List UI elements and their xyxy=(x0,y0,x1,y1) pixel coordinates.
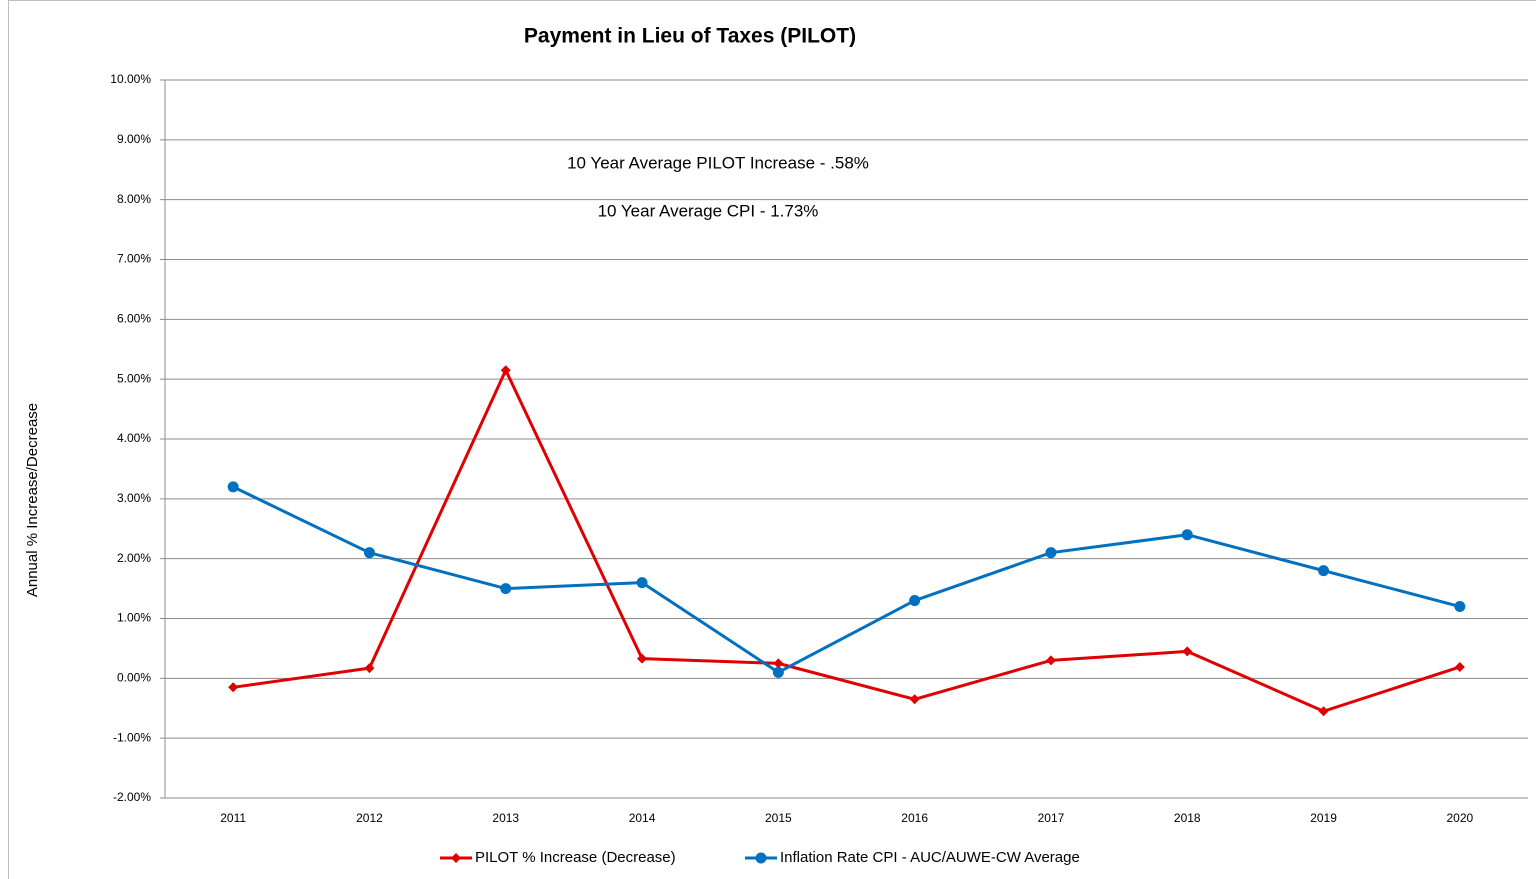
chart-title: Payment in Lieu of Taxes (PILOT) xyxy=(524,25,856,48)
marker xyxy=(909,694,920,705)
marker xyxy=(773,658,784,669)
chart-border xyxy=(8,0,1536,879)
y-tick-label: -1.00% xyxy=(113,730,151,744)
y-tick-label: 7.00% xyxy=(117,252,151,266)
y-tick-label: -2.00% xyxy=(113,790,151,804)
y-tick-label: 6.00% xyxy=(117,312,151,326)
marker xyxy=(364,663,375,674)
series-line xyxy=(232,368,1461,713)
y-tick-label: 4.00% xyxy=(117,431,151,445)
marker xyxy=(1454,601,1466,613)
marker xyxy=(636,577,648,589)
legend-label: PILOT % Increase (Decrease) xyxy=(475,849,676,866)
marker xyxy=(500,365,511,376)
y-tick-label: 3.00% xyxy=(117,491,151,505)
marker xyxy=(909,595,921,607)
annotation: 10 Year Average PILOT Increase - .58% xyxy=(567,153,869,172)
x-tick-label: 2015 xyxy=(765,811,792,825)
x-tick-label: 2014 xyxy=(629,811,656,825)
x-tick-label: 2016 xyxy=(901,811,928,825)
y-tick-label: 9.00% xyxy=(117,132,151,146)
marker xyxy=(637,653,648,664)
marker xyxy=(1045,547,1057,559)
x-tick-label: 2019 xyxy=(1310,811,1337,825)
marker xyxy=(227,481,239,493)
x-tick-label: 2012 xyxy=(356,811,383,825)
annotation: 10 Year Average CPI - 1.73% xyxy=(598,201,819,220)
x-tick-label: 2011 xyxy=(220,811,246,825)
series-line xyxy=(232,485,1461,674)
y-tick-label: 10.00% xyxy=(110,72,151,86)
marker xyxy=(1318,565,1330,577)
y-tick-label: 8.00% xyxy=(117,192,151,206)
legend-marker xyxy=(755,852,767,864)
marker xyxy=(1318,706,1329,717)
y-tick-label: 1.00% xyxy=(117,611,151,625)
x-tick-label: 2017 xyxy=(1038,811,1065,825)
y-tick-label: 2.00% xyxy=(117,551,151,565)
marker xyxy=(1454,661,1465,672)
marker xyxy=(772,666,784,678)
y-tick-label: 5.00% xyxy=(117,371,151,385)
marker xyxy=(500,583,512,595)
marker xyxy=(228,682,239,693)
legend-label: Inflation Rate CPI - AUC/AUWE-CW Average xyxy=(780,849,1080,866)
marker xyxy=(1181,529,1193,541)
marker xyxy=(1045,655,1056,666)
marker xyxy=(1182,646,1193,657)
x-tick-label: 2018 xyxy=(1174,811,1201,825)
y-axis-label: Annual % Increase/Decrease xyxy=(24,403,41,597)
legend-marker xyxy=(451,853,461,863)
x-tick-label: 2020 xyxy=(1446,811,1473,825)
x-tick-label: 2013 xyxy=(492,811,519,825)
marker xyxy=(363,547,375,559)
y-tick-label: 0.00% xyxy=(117,671,151,685)
